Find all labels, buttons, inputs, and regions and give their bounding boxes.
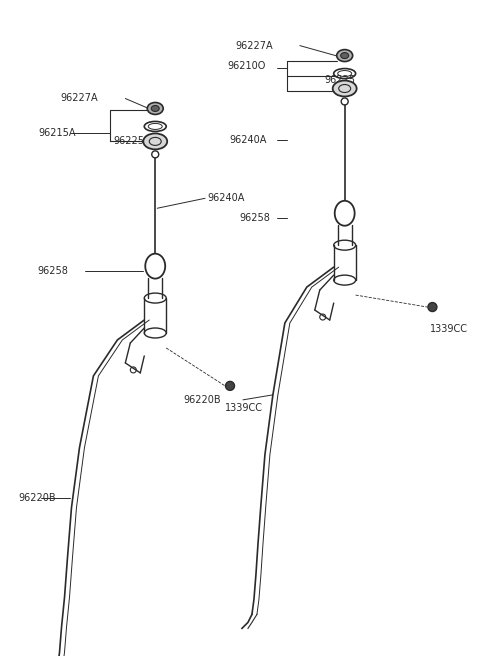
Ellipse shape [151,106,159,112]
Text: 96210O: 96210O [227,60,265,70]
Text: 96220B: 96220B [183,395,221,405]
Text: 96258: 96258 [37,266,69,276]
Ellipse shape [428,303,437,311]
Ellipse shape [143,133,167,149]
Text: 1339CC: 1339CC [225,403,263,413]
Text: 96225: 96225 [113,137,144,147]
Ellipse shape [147,102,163,114]
Text: 96225: 96225 [325,74,356,85]
Text: 1339CC: 1339CC [431,324,468,334]
Ellipse shape [333,81,357,97]
Text: 96240A: 96240A [207,193,244,203]
Text: 96220B: 96220B [19,493,56,503]
Text: 96227A: 96227A [235,41,273,51]
Text: 96240A: 96240A [229,135,266,145]
Text: 96258: 96258 [239,214,270,223]
Ellipse shape [336,49,353,62]
Text: 96227A: 96227A [60,93,98,104]
Ellipse shape [341,53,348,58]
Text: 96215A: 96215A [38,128,76,139]
Ellipse shape [226,381,235,390]
